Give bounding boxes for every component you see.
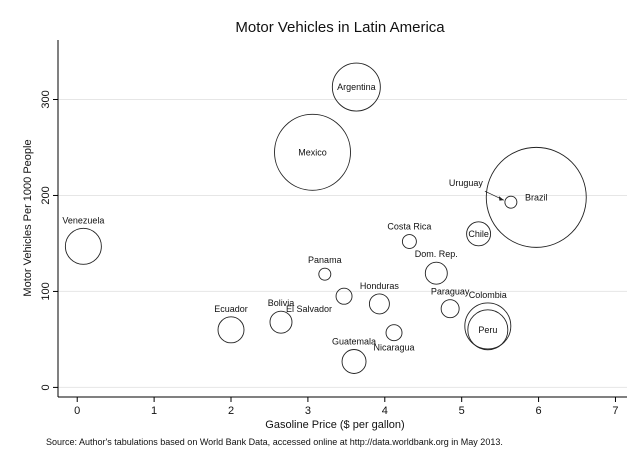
label-venezuela: Venezuela xyxy=(62,215,104,225)
y-axis-label: Motor Vehicles Per 1000 People xyxy=(22,139,34,296)
bubble-uruguay xyxy=(504,195,518,209)
x-tick-label: 0 xyxy=(74,405,80,417)
bubble-mexico xyxy=(274,113,351,191)
label-nicaragua: Nicaragua xyxy=(374,343,415,353)
chart-title: Motor Vehicles in Latin America xyxy=(235,19,445,36)
bubble-peru xyxy=(467,309,509,351)
bubble-labels: Argentina Mexico Brazil Uruguay Venezuela Cos… xyxy=(62,82,547,353)
label-bolivia: Bolivia xyxy=(268,298,295,308)
bubble-honduras xyxy=(368,293,390,315)
x-tick-label: 2 xyxy=(228,405,234,417)
y-tick-label: 100 xyxy=(40,282,52,300)
label-colombia: Colombia xyxy=(469,290,507,300)
bubble-panama xyxy=(318,267,332,281)
bubble-colombia xyxy=(464,302,512,350)
bubble-argentina xyxy=(331,62,381,112)
label-panama: Panama xyxy=(308,255,342,265)
bubble-guatemala xyxy=(341,349,367,374)
bubble-el-salvador xyxy=(335,287,353,305)
gridlines xyxy=(58,99,627,388)
x-axis-label: Gasoline Price ($ per gallon) xyxy=(265,419,404,431)
label-honduras: Honduras xyxy=(360,281,400,291)
y-tick-label: 0 xyxy=(40,384,52,390)
x-tick-label: 3 xyxy=(305,405,311,417)
bubble-costa-rica xyxy=(401,234,417,249)
bubble-bolivia xyxy=(269,310,293,334)
bubble-venezuela xyxy=(64,227,102,265)
x-tick-label: 7 xyxy=(612,405,618,417)
bubble-chile xyxy=(466,221,492,247)
x-tick-label: 5 xyxy=(459,405,465,417)
uruguay-pointer-arrowhead xyxy=(498,196,504,201)
y-tick-label: 200 xyxy=(40,186,52,204)
x-tick-label: 4 xyxy=(382,405,388,417)
label-chile: Chile xyxy=(468,229,489,239)
bubble-paraguay xyxy=(440,299,460,319)
bubble-ecuador xyxy=(217,316,245,344)
label-peru: Peru xyxy=(478,325,497,335)
label-ecuador: Ecuador xyxy=(214,304,248,314)
label-guatemala: Guatemala xyxy=(332,336,376,346)
source-note: Source: Author's tabulations based on Wo… xyxy=(46,437,503,447)
label-brazil: Brazil xyxy=(525,192,548,202)
label-costa-rica: Costa Rica xyxy=(387,222,431,232)
label-dom-rep: Dom. Rep. xyxy=(415,249,458,259)
tick-marks: 0 100 200 300 0 1 2 3 4 5 6 7 xyxy=(40,90,619,417)
bubble-dom-rep xyxy=(424,261,448,285)
bubble-brazil xyxy=(485,146,587,248)
x-tick-label: 1 xyxy=(151,405,157,417)
label-uruguay: Uruguay xyxy=(449,178,484,188)
bubbles xyxy=(64,62,587,374)
label-mexico: Mexico xyxy=(298,147,327,157)
label-argentina: Argentina xyxy=(337,82,376,92)
label-el-salvador: El Salvador xyxy=(286,304,332,314)
bubble-nicaragua xyxy=(385,324,403,342)
label-paraguay: Paraguay xyxy=(431,287,470,297)
y-tick-label: 300 xyxy=(40,90,52,108)
x-tick-label: 6 xyxy=(536,405,542,417)
